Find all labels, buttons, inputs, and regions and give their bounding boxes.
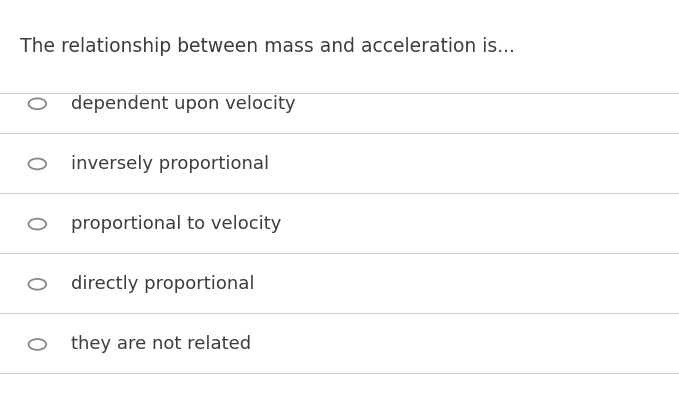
Text: inversely proportional: inversely proportional bbox=[71, 155, 270, 173]
Text: directly proportional: directly proportional bbox=[71, 275, 255, 293]
Circle shape bbox=[29, 159, 46, 169]
Text: The relationship between mass and acceleration is...: The relationship between mass and accele… bbox=[20, 37, 515, 56]
Circle shape bbox=[29, 98, 46, 109]
Circle shape bbox=[29, 339, 46, 350]
Circle shape bbox=[29, 219, 46, 229]
Text: proportional to velocity: proportional to velocity bbox=[71, 215, 282, 233]
Text: dependent upon velocity: dependent upon velocity bbox=[71, 95, 296, 113]
Circle shape bbox=[29, 279, 46, 290]
Text: they are not related: they are not related bbox=[71, 335, 251, 354]
